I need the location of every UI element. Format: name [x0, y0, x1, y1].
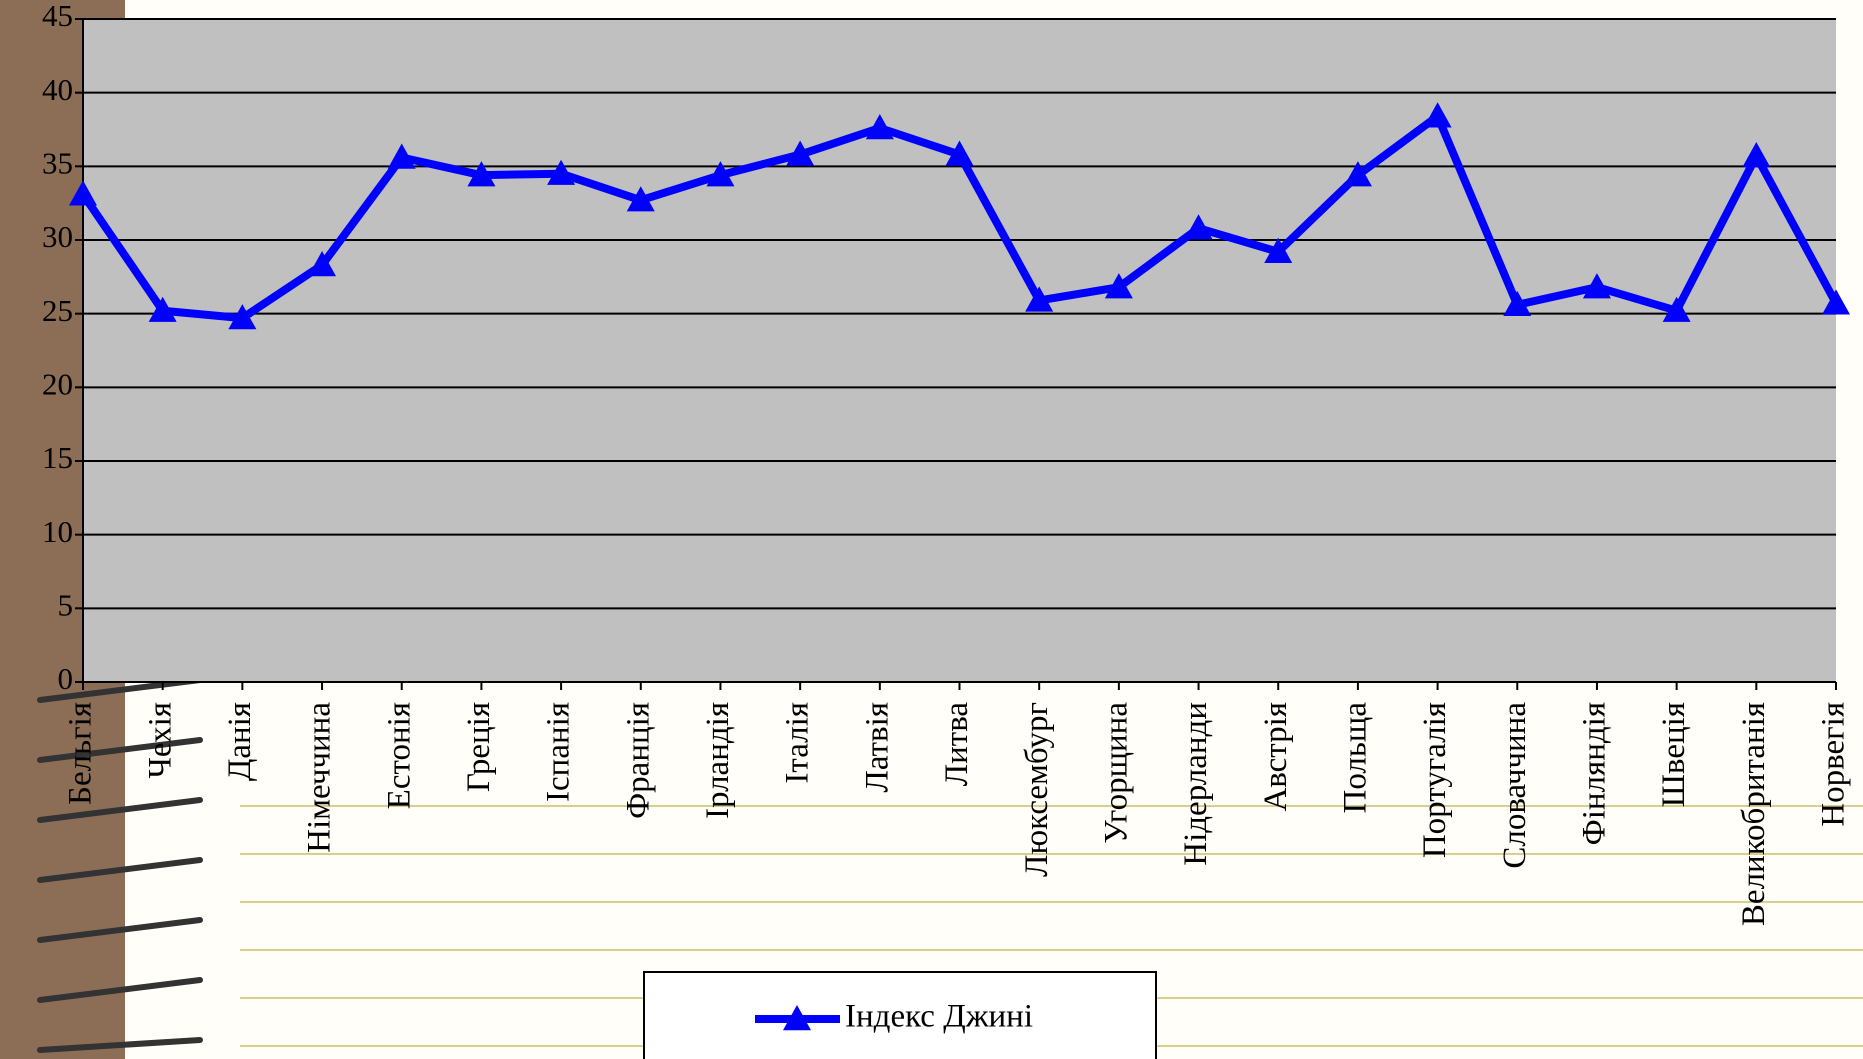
y-tick-label: 35 — [42, 145, 73, 180]
x-tick-label: Німеччина — [302, 702, 338, 853]
y-tick-label: 15 — [42, 440, 73, 475]
legend-marker — [783, 1005, 811, 1031]
x-tick-label: Португалія — [1417, 702, 1453, 858]
x-tick-label: Італія — [780, 702, 816, 784]
y-tick-label: 45 — [42, 0, 73, 33]
point-marker — [1343, 161, 1372, 187]
y-tick-label: 20 — [42, 366, 73, 401]
x-tick-label: Фінляндія — [1577, 702, 1613, 845]
x-tick-label: Словаччина — [1497, 702, 1533, 869]
point-marker — [1503, 290, 1532, 317]
point-marker — [1662, 296, 1691, 322]
y-tick-label: 40 — [42, 72, 73, 107]
marks — [69, 102, 1850, 330]
point-marker — [69, 180, 97, 206]
x-tick-label: Чехія — [142, 702, 178, 779]
point-marker — [1184, 214, 1213, 240]
legend-symbol — [755, 1005, 840, 1031]
point-marker — [706, 161, 735, 187]
point-marker — [547, 159, 576, 185]
x-tick-label: Бельгія — [63, 702, 99, 805]
x-tick-label: Австрія — [1258, 702, 1294, 812]
point-marker — [148, 296, 177, 322]
point-marker — [945, 140, 974, 166]
point-marker — [1822, 289, 1850, 315]
x-tick-label: Швеція — [1656, 702, 1692, 807]
labels: 0 5 10 15 20 25 30 35 40 45 Бельгія Чехія Данія Німеч… — [42, 0, 1852, 926]
point-marker — [1423, 102, 1452, 128]
legend-label: Індекс Джині — [845, 999, 1033, 1035]
point-marker — [1104, 273, 1133, 299]
x-tick-label: Ірландія — [700, 702, 736, 819]
y-tick-label: 25 — [42, 293, 73, 328]
x-tick-label: Естонія — [381, 702, 417, 809]
y-tick-label: 0 — [58, 661, 74, 696]
point-marker — [1025, 286, 1054, 312]
point-marker — [1264, 237, 1293, 263]
plot-area — [83, 19, 1836, 682]
x-tick-label: Норвегія — [1816, 702, 1852, 827]
x-tick-label: Польща — [1337, 702, 1373, 814]
point-marker — [467, 161, 496, 187]
y-tick-label: 30 — [42, 219, 73, 254]
x-tick-label: Франція — [620, 702, 656, 819]
x-tick-label: Данія — [222, 702, 258, 781]
x-tick-label: Нідерланди — [1178, 702, 1214, 866]
point-marker — [865, 114, 894, 140]
y-tick-label: 10 — [42, 514, 73, 549]
point-marker — [308, 251, 337, 277]
x-tick-label: Латвія — [859, 702, 895, 793]
grid — [75, 18, 1837, 690]
point-marker — [228, 304, 257, 330]
x-tick-label: Іспанія — [541, 702, 577, 802]
point-marker — [786, 140, 815, 166]
legend: Індекс Джині — [643, 971, 1157, 1059]
point-marker — [626, 186, 655, 212]
point-marker — [387, 143, 416, 169]
x-tick-label: Литва — [939, 702, 975, 787]
point-marker — [1742, 142, 1771, 168]
x-tick-label: Греція — [461, 702, 497, 792]
x-tick-label: Люксембург — [1019, 702, 1055, 877]
x-tick-label: Великобританія — [1736, 702, 1772, 926]
y-tick-label: 5 — [58, 587, 74, 622]
legend-box — [643, 971, 1157, 1059]
point-marker — [1582, 273, 1611, 299]
x-tick-label: Угорщина — [1098, 702, 1134, 844]
